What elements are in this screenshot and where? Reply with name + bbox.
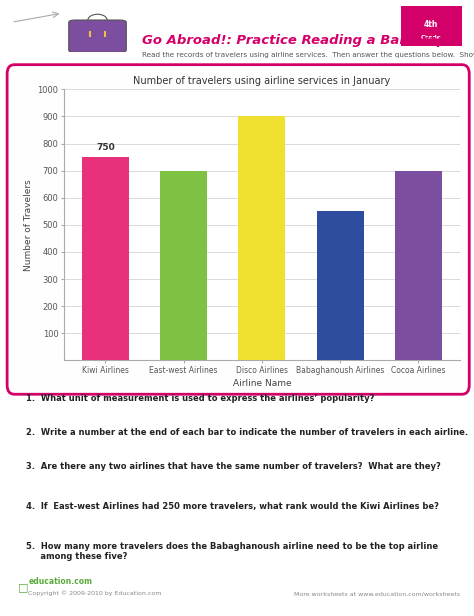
Text: Grade: Grade [421, 35, 442, 40]
Text: 4th: 4th [424, 20, 438, 29]
Text: 750: 750 [96, 143, 115, 152]
Text: Read the records of travelers using airline services.  Then answer the questions: Read the records of travelers using airl… [142, 52, 474, 59]
FancyBboxPatch shape [69, 20, 126, 52]
Bar [317, 211, 364, 360]
Bar [160, 171, 207, 360]
Text: education.com: education.com [28, 577, 92, 586]
Text: 2.  Write a number at the end of each bar to indicate the number of travelers in: 2. Write a number at the end of each bar… [26, 428, 468, 437]
Text: 5.  How many more travelers does the Babaghanoush airline need to be the top air: 5. How many more travelers does the Baba… [26, 542, 438, 561]
Text: More worksheets at www.education.com/worksheets: More worksheets at www.education.com/wor… [294, 591, 460, 596]
Ellipse shape [401, 6, 462, 46]
Bar [82, 157, 129, 360]
Text: 1.  What unit of measurement is used to express the airlines’ popularity?: 1. What unit of measurement is used to e… [26, 394, 374, 403]
Text: □: □ [18, 583, 28, 593]
Bar [238, 116, 285, 360]
Text: 4.  If  East-west Airlines had 250 more travelers, what rank would the Kiwi Airl: 4. If East-west Airlines had 250 more tr… [26, 502, 439, 511]
Text: 3.  Are there any two airlines that have the same number of travelers?  What are: 3. Are there any two airlines that have … [26, 462, 441, 471]
Title: Number of travelers using airline services in January: Number of travelers using airline servic… [133, 76, 391, 86]
Text: Go Abroad!: Practice Reading a Bar Graph: Go Abroad!: Practice Reading a Bar Graph [142, 34, 456, 47]
Y-axis label: Number of Travelers: Number of Travelers [24, 179, 33, 270]
Bar [395, 171, 442, 360]
Text: Copyright © 2009-2010 by Education.com: Copyright © 2009-2010 by Education.com [28, 591, 162, 596]
X-axis label: Airline Name: Airline Name [233, 379, 291, 388]
